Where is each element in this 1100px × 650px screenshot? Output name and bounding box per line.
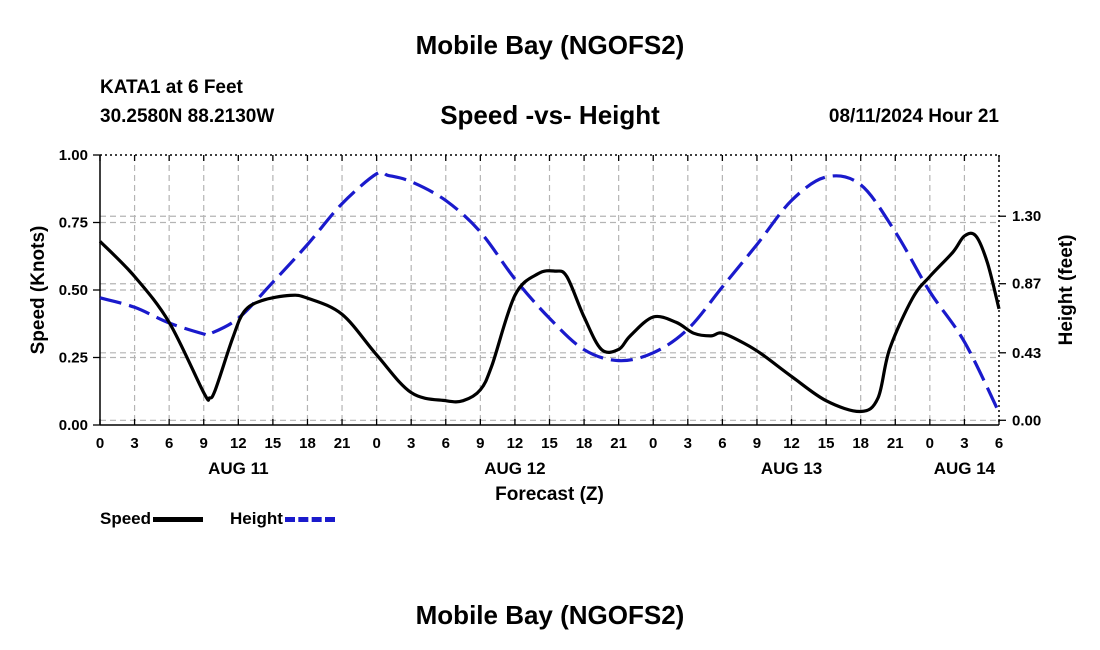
x-tick-label: 0 xyxy=(926,435,934,452)
x-tick-label: 18 xyxy=(299,435,316,452)
speed-series-line xyxy=(98,231,1001,414)
y-axis-title-left: Speed (Knots) xyxy=(28,226,49,355)
legend-speed-swatch xyxy=(153,516,204,522)
station-label: KATA1 at 6 Feet xyxy=(100,77,243,98)
legend-speed-label: Speed xyxy=(100,509,152,528)
x-tick-label: 21 xyxy=(610,435,627,452)
x-tick-label: 3 xyxy=(407,435,415,452)
x-tick-label: 6 xyxy=(165,435,173,452)
footer-title: Mobile Bay (NGOFS2) xyxy=(415,600,685,630)
y-tick-label-left: 0.50 xyxy=(59,282,88,299)
height-series-line xyxy=(99,170,1001,414)
legend-height-swatch xyxy=(284,516,335,522)
legend-height: Height xyxy=(230,509,335,529)
y-tick-label-left: 0.00 xyxy=(59,417,88,434)
chart-title: Mobile Bay (NGOFS2) xyxy=(415,30,685,60)
x-tick-label: 0 xyxy=(96,435,104,452)
x-tick-label: 3 xyxy=(960,435,968,452)
series xyxy=(98,170,1001,414)
date-label: AUG 12 xyxy=(484,459,545,478)
y-tick-label-right: 1.30 xyxy=(1012,208,1041,225)
x-tick-label: 12 xyxy=(783,435,800,452)
x-tick-label: 15 xyxy=(818,435,835,452)
grid xyxy=(100,155,999,425)
x-tick-label: 0 xyxy=(649,435,657,452)
axis-labels: 0 3 6 9 12 15 18 21 0 3 6 9 12 15 18 21 0 3 6 9 12 15 18 21 0 3 6 A… xyxy=(28,147,1077,505)
x-tick-label: 9 xyxy=(753,435,761,452)
station-coordinates: 30.2580N 88.2130W xyxy=(100,106,275,127)
y-axis-title-right: Height (feet) xyxy=(1056,235,1077,346)
x-tick-label: 12 xyxy=(507,435,524,452)
date-label: AUG 13 xyxy=(761,459,822,478)
x-tick-label: 15 xyxy=(265,435,282,452)
x-tick-label: 6 xyxy=(718,435,726,452)
chart-subtitle: Speed -vs- Height xyxy=(440,100,660,130)
axes xyxy=(93,154,1006,426)
x-tick-label: 18 xyxy=(852,435,869,452)
x-tick-label: 6 xyxy=(995,435,1003,452)
date-label: AUG 11 xyxy=(208,459,268,478)
y-tick-label-left: 1.00 xyxy=(59,147,88,164)
forecast-datetime: 08/11/2024 Hour 21 xyxy=(828,106,999,127)
y-tick-label-right: 0.00 xyxy=(1012,412,1041,429)
legend-height-label: Height xyxy=(230,509,283,528)
date-label: AUG 14 xyxy=(934,459,996,478)
y-tick-label-right: 0.87 xyxy=(1012,276,1041,293)
x-tick-label: 15 xyxy=(541,435,558,452)
x-tick-label: 21 xyxy=(887,435,904,452)
x-tick-label: 9 xyxy=(476,435,484,452)
x-tick-label: 12 xyxy=(230,435,247,452)
x-tick-label: 3 xyxy=(130,435,138,452)
x-tick-label: 18 xyxy=(576,435,593,452)
x-tick-label: 6 xyxy=(442,435,450,452)
y-tick-label-left: 0.75 xyxy=(59,215,88,232)
x-tick-label: 0 xyxy=(372,435,380,452)
x-axis-title: Forecast (Z) xyxy=(495,484,604,505)
x-tick-label: 21 xyxy=(334,435,351,452)
x-tick-label: 9 xyxy=(200,435,208,452)
y-tick-label-right: 0.43 xyxy=(1012,345,1041,362)
y-tick-label-left: 0.25 xyxy=(59,350,88,367)
x-tick-label: 3 xyxy=(684,435,692,452)
legend-speed: Speed xyxy=(100,509,204,529)
